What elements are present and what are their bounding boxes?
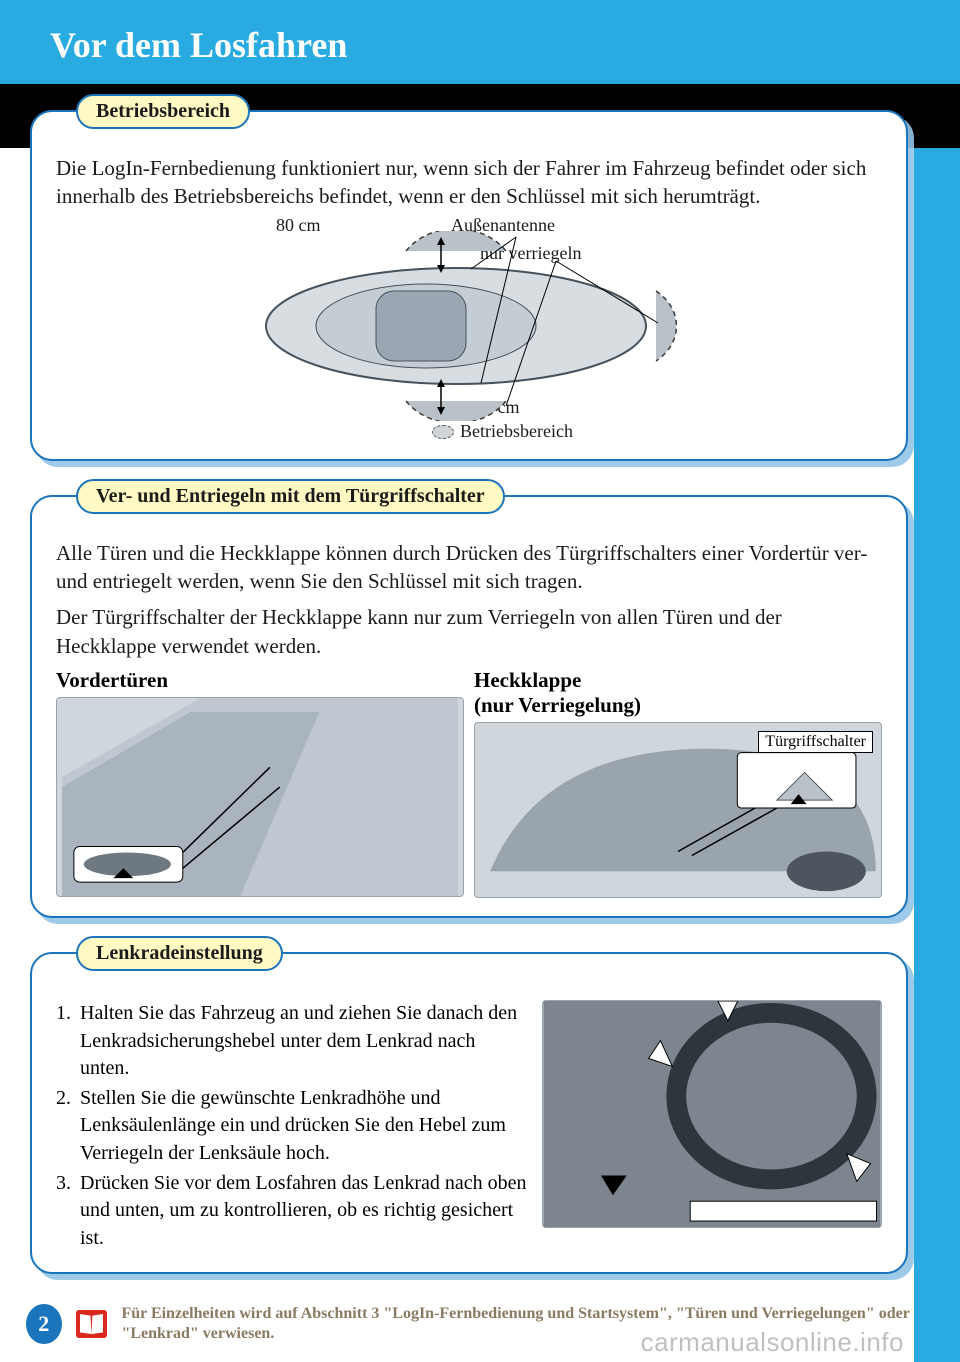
step-1: Halten Sie das Fahrzeug an und ziehen Si… bbox=[80, 1000, 528, 1083]
card-tab-operating-area: Betriebsbereich bbox=[76, 94, 250, 129]
tailgate-heading-2: (nur Verriegelung) bbox=[474, 693, 882, 718]
card1-text: Die LogIn-Fernbedienung funktioniert nur… bbox=[56, 154, 882, 211]
label-legend: Betriebsbereich bbox=[460, 421, 573, 442]
card-operating-area: Betriebsbereich Die LogIn-Fernbedienung … bbox=[30, 110, 908, 461]
diagram-top-view: 80 cm Außenantenne nur verriegeln 80 cm … bbox=[56, 219, 882, 449]
header-banner: Vor dem Losfahren bbox=[0, 0, 960, 84]
card-door-handle-switch: Ver- und Entriegeln mit dem Türgriffscha… bbox=[30, 495, 908, 918]
car-top-svg bbox=[256, 231, 696, 421]
card2-text2: Der Türgriffschalter der Heckklappe kann… bbox=[56, 603, 882, 660]
step-3: Drücken Sie vor dem Losfahren das Lenkra… bbox=[80, 1170, 528, 1253]
card2-images-row: Vordertüren Türgriffschalter Heckklap bbox=[56, 668, 882, 898]
list-item: 1.Halten Sie das Fahrzeug an und ziehen … bbox=[56, 1000, 528, 1083]
list-item: 2.Stellen Sie die gewünschte Lenkradhöhe… bbox=[56, 1085, 528, 1168]
steering-steps: 1.Halten Sie das Fahrzeug an und ziehen … bbox=[56, 1000, 528, 1254]
right-stripe bbox=[914, 0, 960, 1362]
image-steering: Lenkradsicherungshebel bbox=[542, 1000, 882, 1228]
steering-row: 1.Halten Sie das Fahrzeug an und ziehen … bbox=[56, 1000, 882, 1254]
front-doors-heading: Vordertüren bbox=[56, 668, 464, 693]
watermark: carmanualsonline.info bbox=[641, 1327, 904, 1358]
page-title: Vor dem Losfahren bbox=[50, 24, 960, 66]
legend-swatch-icon bbox=[432, 425, 454, 439]
page-number-badge: 2 bbox=[26, 1304, 62, 1344]
card2-text1: Alle Türen und die Heckklappe können dur… bbox=[56, 539, 882, 596]
content-area: Betriebsbereich Die LogIn-Fernbedienung … bbox=[30, 110, 908, 1292]
tailgate-heading-1: Heckklappe bbox=[474, 668, 882, 693]
list-item: 3.Drücken Sie vor dem Losfahren das Lenk… bbox=[56, 1170, 528, 1253]
card-steering-adjust: Lenkradeinstellung 1.Halten Sie das Fahr… bbox=[30, 952, 908, 1274]
card-tab-door-handle: Ver- und Entriegeln mit dem Türgriffscha… bbox=[76, 479, 505, 514]
image-tailgate: Türgriffschalter bbox=[474, 722, 882, 898]
book-icon bbox=[76, 1310, 108, 1338]
image-front-door: Türgriffschalter bbox=[56, 697, 464, 897]
step-2: Stellen Sie die gewünschte Lenkradhöhe u… bbox=[80, 1085, 528, 1168]
card-tab-steering: Lenkradeinstellung bbox=[76, 936, 283, 971]
